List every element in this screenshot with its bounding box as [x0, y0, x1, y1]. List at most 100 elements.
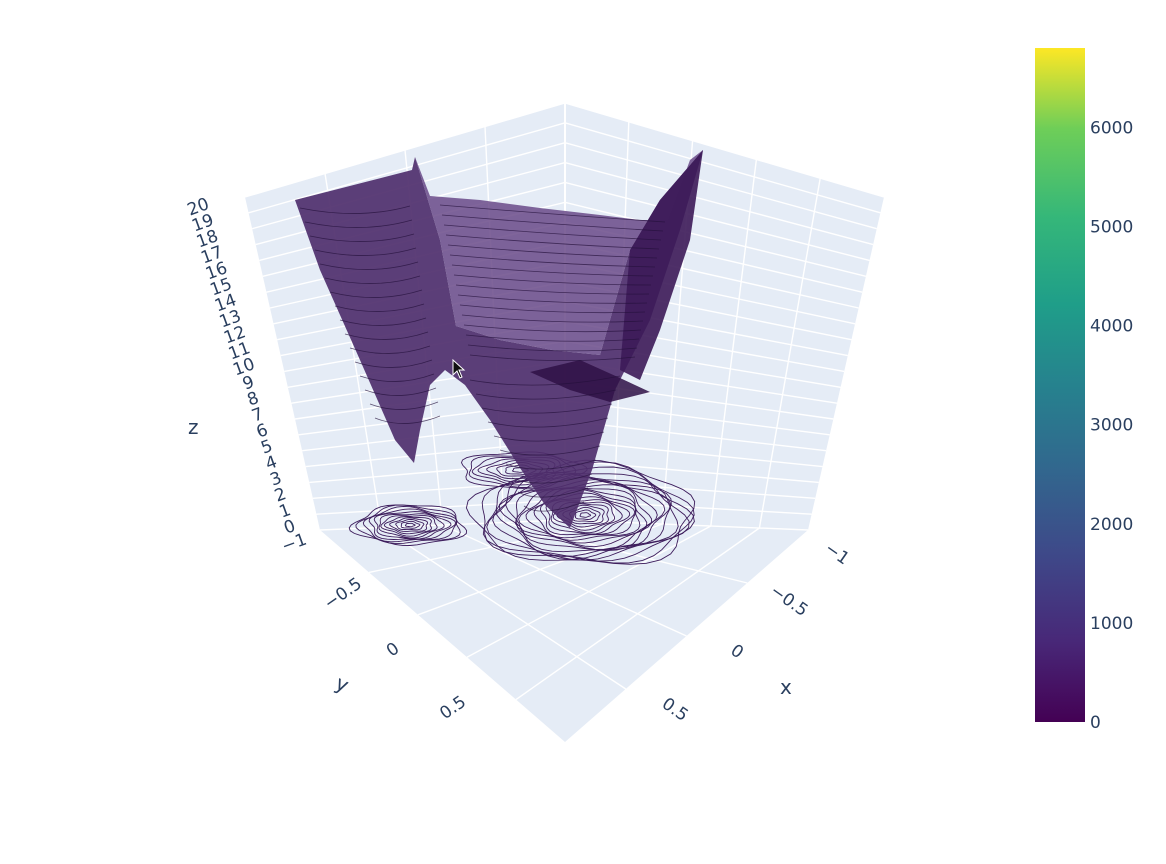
surface-line: [359, 373, 435, 382]
colorbar-ticks: 0 1000 2000 3000 4000 5000 6000: [1090, 118, 1133, 733]
contour-line: [579, 512, 592, 518]
floor-gridline: [368, 521, 614, 574]
surface-line: [469, 354, 636, 361]
surface-line: [314, 247, 417, 256]
surface-line: [469, 375, 621, 386]
wall-gridline: [710, 159, 758, 527]
mouse-cursor-icon: [452, 358, 466, 379]
wall-gridline: [758, 178, 821, 529]
floor-gridline: [466, 525, 712, 658]
colorbar-gradient: [1035, 48, 1085, 722]
floor-contours: [348, 451, 696, 565]
colorbar-tick-label: 1000: [1090, 614, 1133, 634]
contour-line: [539, 492, 636, 536]
surface-line: [443, 224, 662, 241]
surface-line: [324, 275, 421, 284]
surface-line: [374, 415, 441, 424]
surface-line: [493, 431, 605, 442]
surface-mesh: [295, 150, 703, 528]
floor-gridline: [515, 527, 760, 701]
surface-line: [505, 459, 597, 470]
contour-line: [496, 474, 672, 558]
x-tick-label: 0.5: [658, 694, 692, 726]
contour-line: [400, 520, 421, 529]
surface-right-wall: [620, 150, 703, 380]
surface-line: [309, 233, 415, 242]
surface-line: [459, 304, 646, 314]
surface-line: [329, 289, 423, 298]
contour-line: [348, 504, 468, 546]
surface-line: [364, 387, 437, 396]
colorbar-tick-label: 4000: [1090, 317, 1133, 337]
floor-gridline: [442, 524, 687, 637]
colorbar-tick-label: 0: [1090, 713, 1101, 733]
surface-line: [455, 284, 650, 295]
x-tick-label: −0.5: [766, 581, 811, 621]
surface-line: [499, 445, 601, 456]
contour-line: [362, 505, 458, 543]
contour-line: [482, 466, 695, 562]
surface-line: [304, 219, 413, 228]
contour-line: [533, 489, 637, 539]
surface-line: [461, 314, 644, 323]
surface-line: [517, 487, 589, 498]
surface-line: [475, 389, 617, 400]
surface-line: [523, 501, 585, 512]
y-tick-label: 0: [383, 639, 403, 662]
surface-line: [511, 473, 593, 484]
surface-line: [299, 205, 411, 214]
surface-line: [457, 294, 648, 304]
y-axis-title: y: [332, 671, 353, 698]
surface-line: [344, 331, 429, 340]
surface-line: [453, 274, 652, 286]
surface-line: [319, 261, 419, 270]
surface-line: [354, 359, 433, 368]
contour-line: [383, 516, 432, 535]
surface-line: [447, 244, 658, 259]
back-wall-right: [565, 103, 884, 530]
contour-line: [368, 508, 457, 540]
surface-contour-lines: [299, 204, 666, 512]
contour-line: [380, 515, 438, 537]
colorbar: 0 1000 2000 3000 4000 5000 6000: [1035, 48, 1133, 733]
x-tick-label: 0: [727, 641, 747, 664]
surface-line: [465, 334, 640, 342]
contour-line: [518, 487, 648, 544]
surface-line: [334, 303, 425, 312]
surface-line: [349, 345, 431, 354]
surface-line: [439, 204, 666, 223]
floor-gridline: [380, 526, 627, 690]
surface-line: [445, 234, 660, 250]
contour-line: [486, 472, 690, 561]
colorbar-tick-label: 5000: [1090, 217, 1133, 237]
contour-line: [574, 509, 597, 520]
contour-line: [525, 487, 641, 541]
surface-line: [467, 344, 638, 352]
colorbar-tick-label: 2000: [1090, 515, 1133, 535]
y-tick-label: −0.5: [320, 574, 365, 614]
contour-line: [378, 513, 445, 539]
surface-back-sheet: [415, 150, 703, 355]
contour-line: [498, 477, 672, 553]
contour-line: [550, 499, 623, 534]
surface-line: [463, 324, 642, 333]
contour-line: [552, 501, 616, 531]
floor-plane: [320, 520, 808, 742]
contour-line: [395, 518, 425, 531]
y-tick-label: 0.5: [436, 692, 470, 724]
surface-line: [487, 417, 609, 428]
contour-line: [545, 496, 631, 535]
contour-line: [404, 522, 416, 528]
surface-line: [441, 214, 664, 232]
surface-line: [449, 254, 656, 268]
x-axis-title: x: [780, 675, 792, 699]
colorbar-tick-label: 3000: [1090, 416, 1133, 436]
surface-line: [451, 264, 654, 277]
x-tick-label: −1: [821, 539, 853, 570]
colorbar-tick-label: 6000: [1090, 118, 1133, 138]
contour-line: [465, 459, 696, 565]
contour-line: [389, 517, 429, 532]
surface-line: [481, 403, 613, 414]
z-axis-title: z: [188, 415, 199, 439]
